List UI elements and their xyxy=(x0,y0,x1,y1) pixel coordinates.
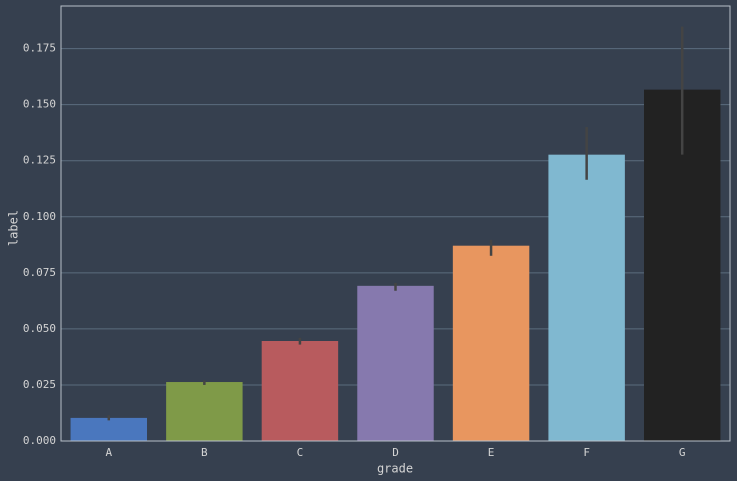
y-tick-label: 0.125 xyxy=(23,154,56,167)
x-tick-label: F xyxy=(583,446,590,459)
plot-frame xyxy=(60,5,731,442)
bar xyxy=(548,154,625,442)
y-tick-label: 0.075 xyxy=(23,266,56,279)
x-axis-label: grade xyxy=(377,462,413,476)
y-axis-label: label xyxy=(7,210,21,246)
x-tick-label: B xyxy=(201,446,208,459)
bar xyxy=(166,382,243,441)
y-tick-label: 0.000 xyxy=(23,434,56,447)
bar xyxy=(70,417,148,441)
bar xyxy=(452,245,530,441)
x-tick-label: E xyxy=(488,446,495,459)
y-tick-label: 0.100 xyxy=(23,210,56,223)
y-tick-label: 0.150 xyxy=(23,98,56,111)
x-tick-label: C xyxy=(297,446,304,459)
x-tick-label: D xyxy=(392,446,399,459)
x-tick-label: G xyxy=(679,446,686,459)
bar xyxy=(261,340,339,441)
y-tick-label: 0.050 xyxy=(23,322,56,335)
y-tick-label: 0.025 xyxy=(23,378,56,391)
bar xyxy=(357,285,434,441)
y-tick-label: 0.175 xyxy=(23,42,56,55)
x-tick-label: A xyxy=(105,446,112,459)
